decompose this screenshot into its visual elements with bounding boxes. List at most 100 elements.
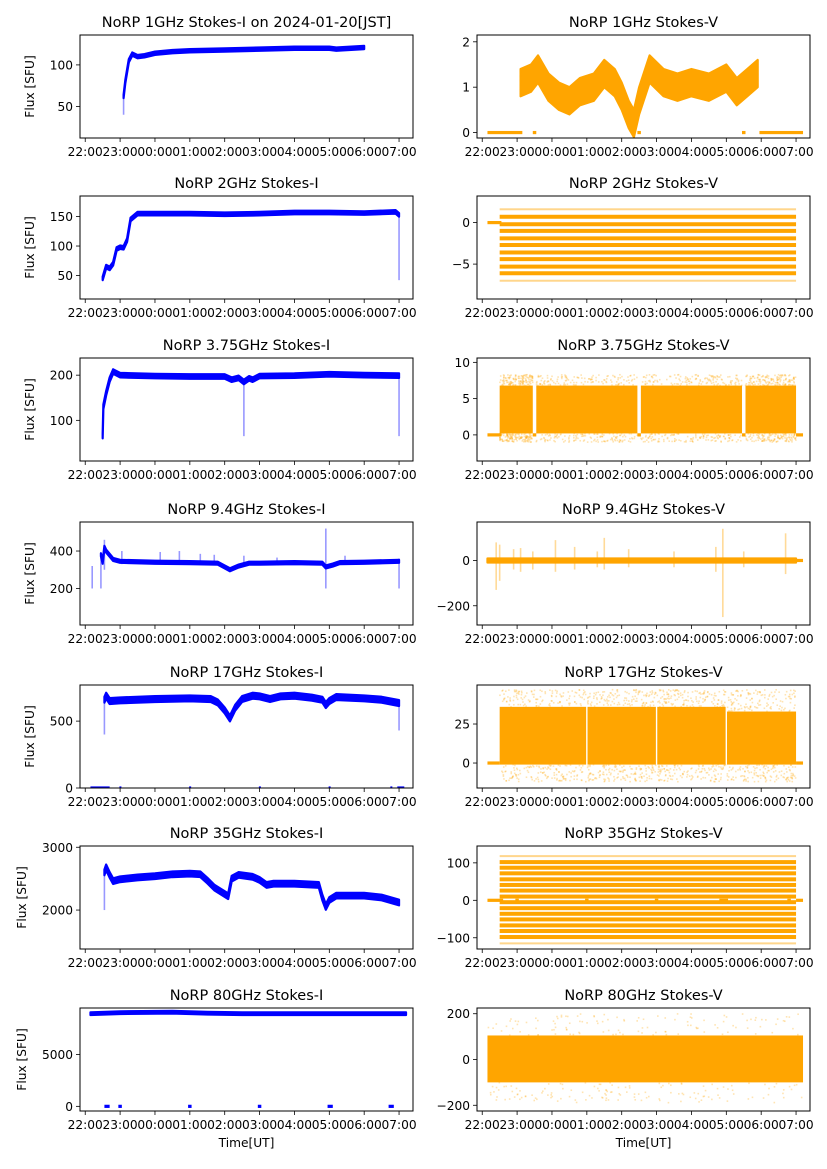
- scatter-point: [747, 1098, 750, 1100]
- data-segment: [792, 558, 804, 563]
- scatter-point: [756, 707, 759, 709]
- scatter-point: [554, 433, 556, 435]
- scatter-point: [745, 383, 748, 385]
- scatter-point: [745, 438, 748, 441]
- scatter-point: [635, 688, 638, 691]
- scatter-point: [578, 1031, 580, 1034]
- scatter-point: [737, 703, 740, 705]
- scatter-point: [734, 382, 736, 385]
- scatter-point: [668, 1082, 670, 1085]
- scatter-point: [776, 440, 779, 443]
- scatter-point: [589, 379, 592, 381]
- scatter-point: [771, 1031, 774, 1034]
- scatter-point: [531, 375, 533, 377]
- scatter-point: [784, 433, 787, 435]
- data-segment: [90, 786, 110, 788]
- axes-background: [80, 522, 413, 625]
- scatter-point: [746, 765, 749, 767]
- scatter-point: [531, 376, 534, 378]
- scatter-point: [521, 377, 524, 380]
- scatter-point: [599, 774, 602, 776]
- scatter-point: [770, 439, 773, 442]
- scatter-point: [601, 1096, 603, 1099]
- scatter-point: [537, 1034, 539, 1037]
- scatter-point: [560, 696, 563, 698]
- plot-area: [477, 685, 810, 788]
- scatter-point: [791, 777, 794, 780]
- scatter-point: [518, 377, 521, 380]
- scatter-point: [530, 441, 532, 443]
- scatter-point: [628, 382, 631, 384]
- scatter-point: [596, 698, 598, 701]
- scatter-point: [711, 701, 713, 703]
- scatter-point: [770, 706, 772, 708]
- scatter-point: [763, 439, 766, 441]
- scatter-point: [660, 689, 662, 692]
- scatter-point: [613, 778, 616, 781]
- scatter-point: [524, 377, 527, 380]
- scatter-point: [665, 769, 668, 771]
- scatter-point: [697, 375, 699, 378]
- scatter-point: [554, 1026, 557, 1029]
- scatter-point: [743, 775, 745, 777]
- scatter-point: [643, 705, 646, 708]
- scatter-point: [767, 383, 769, 386]
- scatter-point: [658, 433, 660, 435]
- x-tick-label: 23:00: [500, 468, 535, 482]
- scatter-point: [730, 707, 733, 710]
- scatter-point: [520, 437, 523, 439]
- scatter-point: [680, 1100, 682, 1103]
- scatter-point: [765, 439, 768, 442]
- scatter-point: [530, 437, 533, 440]
- scatter-point: [569, 702, 571, 705]
- scatter-point: [777, 434, 779, 437]
- scatter-point: [773, 765, 775, 767]
- scatter-point: [537, 374, 540, 377]
- scatter-point: [726, 779, 729, 781]
- scatter-point: [695, 377, 697, 380]
- x-tick-label: 07:00: [381, 145, 416, 159]
- scatter-point: [782, 1092, 784, 1095]
- scatter-point: [509, 376, 512, 378]
- scatter-point: [751, 697, 753, 700]
- scatter-point: [499, 375, 502, 377]
- scatter-point: [749, 379, 751, 381]
- scatter-point: [656, 694, 659, 697]
- scatter-point: [698, 382, 701, 384]
- scatter-point: [630, 773, 633, 775]
- scatter-point: [775, 775, 778, 778]
- scatter-point: [520, 380, 522, 383]
- scatter-point: [770, 707, 772, 710]
- level-band: [499, 871, 797, 876]
- scatter-point: [720, 776, 722, 779]
- scatter-point: [508, 376, 511, 379]
- scatter-point: [779, 705, 781, 708]
- scatter-point: [751, 440, 753, 442]
- plot-area: [80, 358, 413, 461]
- scatter-point: [577, 377, 580, 379]
- scatter-point: [721, 704, 723, 707]
- scatter-point: [767, 1093, 770, 1096]
- scatter-point: [699, 437, 701, 439]
- scatter-point: [529, 376, 532, 378]
- scatter-point: [498, 1081, 501, 1084]
- x-tick-label: 03:00: [639, 956, 674, 970]
- scatter-point: [583, 434, 585, 437]
- scatter-point: [680, 764, 683, 767]
- scatter-point: [617, 383, 620, 386]
- scatter-point: [788, 383, 791, 386]
- scatter-point: [685, 441, 687, 443]
- panel-i-1ghz: 22:00 23:00 00:00 01:00 02:00 03:00 04:00 05:00…: [23, 15, 417, 159]
- scatter-point: [776, 381, 778, 384]
- scatter-point: [761, 1018, 763, 1021]
- scatter-point: [580, 435, 583, 438]
- scatter-point: [560, 433, 562, 435]
- level-band: [499, 855, 797, 858]
- scatter-point: [773, 438, 776, 441]
- scatter-point: [703, 1031, 706, 1033]
- scatter-point: [525, 437, 527, 439]
- scatter-point: [676, 689, 678, 691]
- scatter-point: [579, 1020, 581, 1023]
- scatter-point: [776, 1018, 779, 1020]
- scatter-point: [774, 384, 776, 386]
